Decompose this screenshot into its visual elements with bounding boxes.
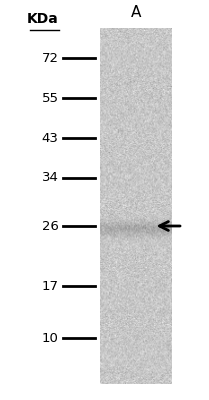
Text: 26: 26 [42,220,59,232]
Text: KDa: KDa [27,12,59,26]
Text: 10: 10 [42,332,59,344]
Text: 17: 17 [42,280,59,292]
Text: 34: 34 [42,172,59,184]
Text: 43: 43 [42,132,59,144]
Text: A: A [131,5,141,20]
Text: 55: 55 [42,92,59,104]
Text: 72: 72 [42,52,59,64]
